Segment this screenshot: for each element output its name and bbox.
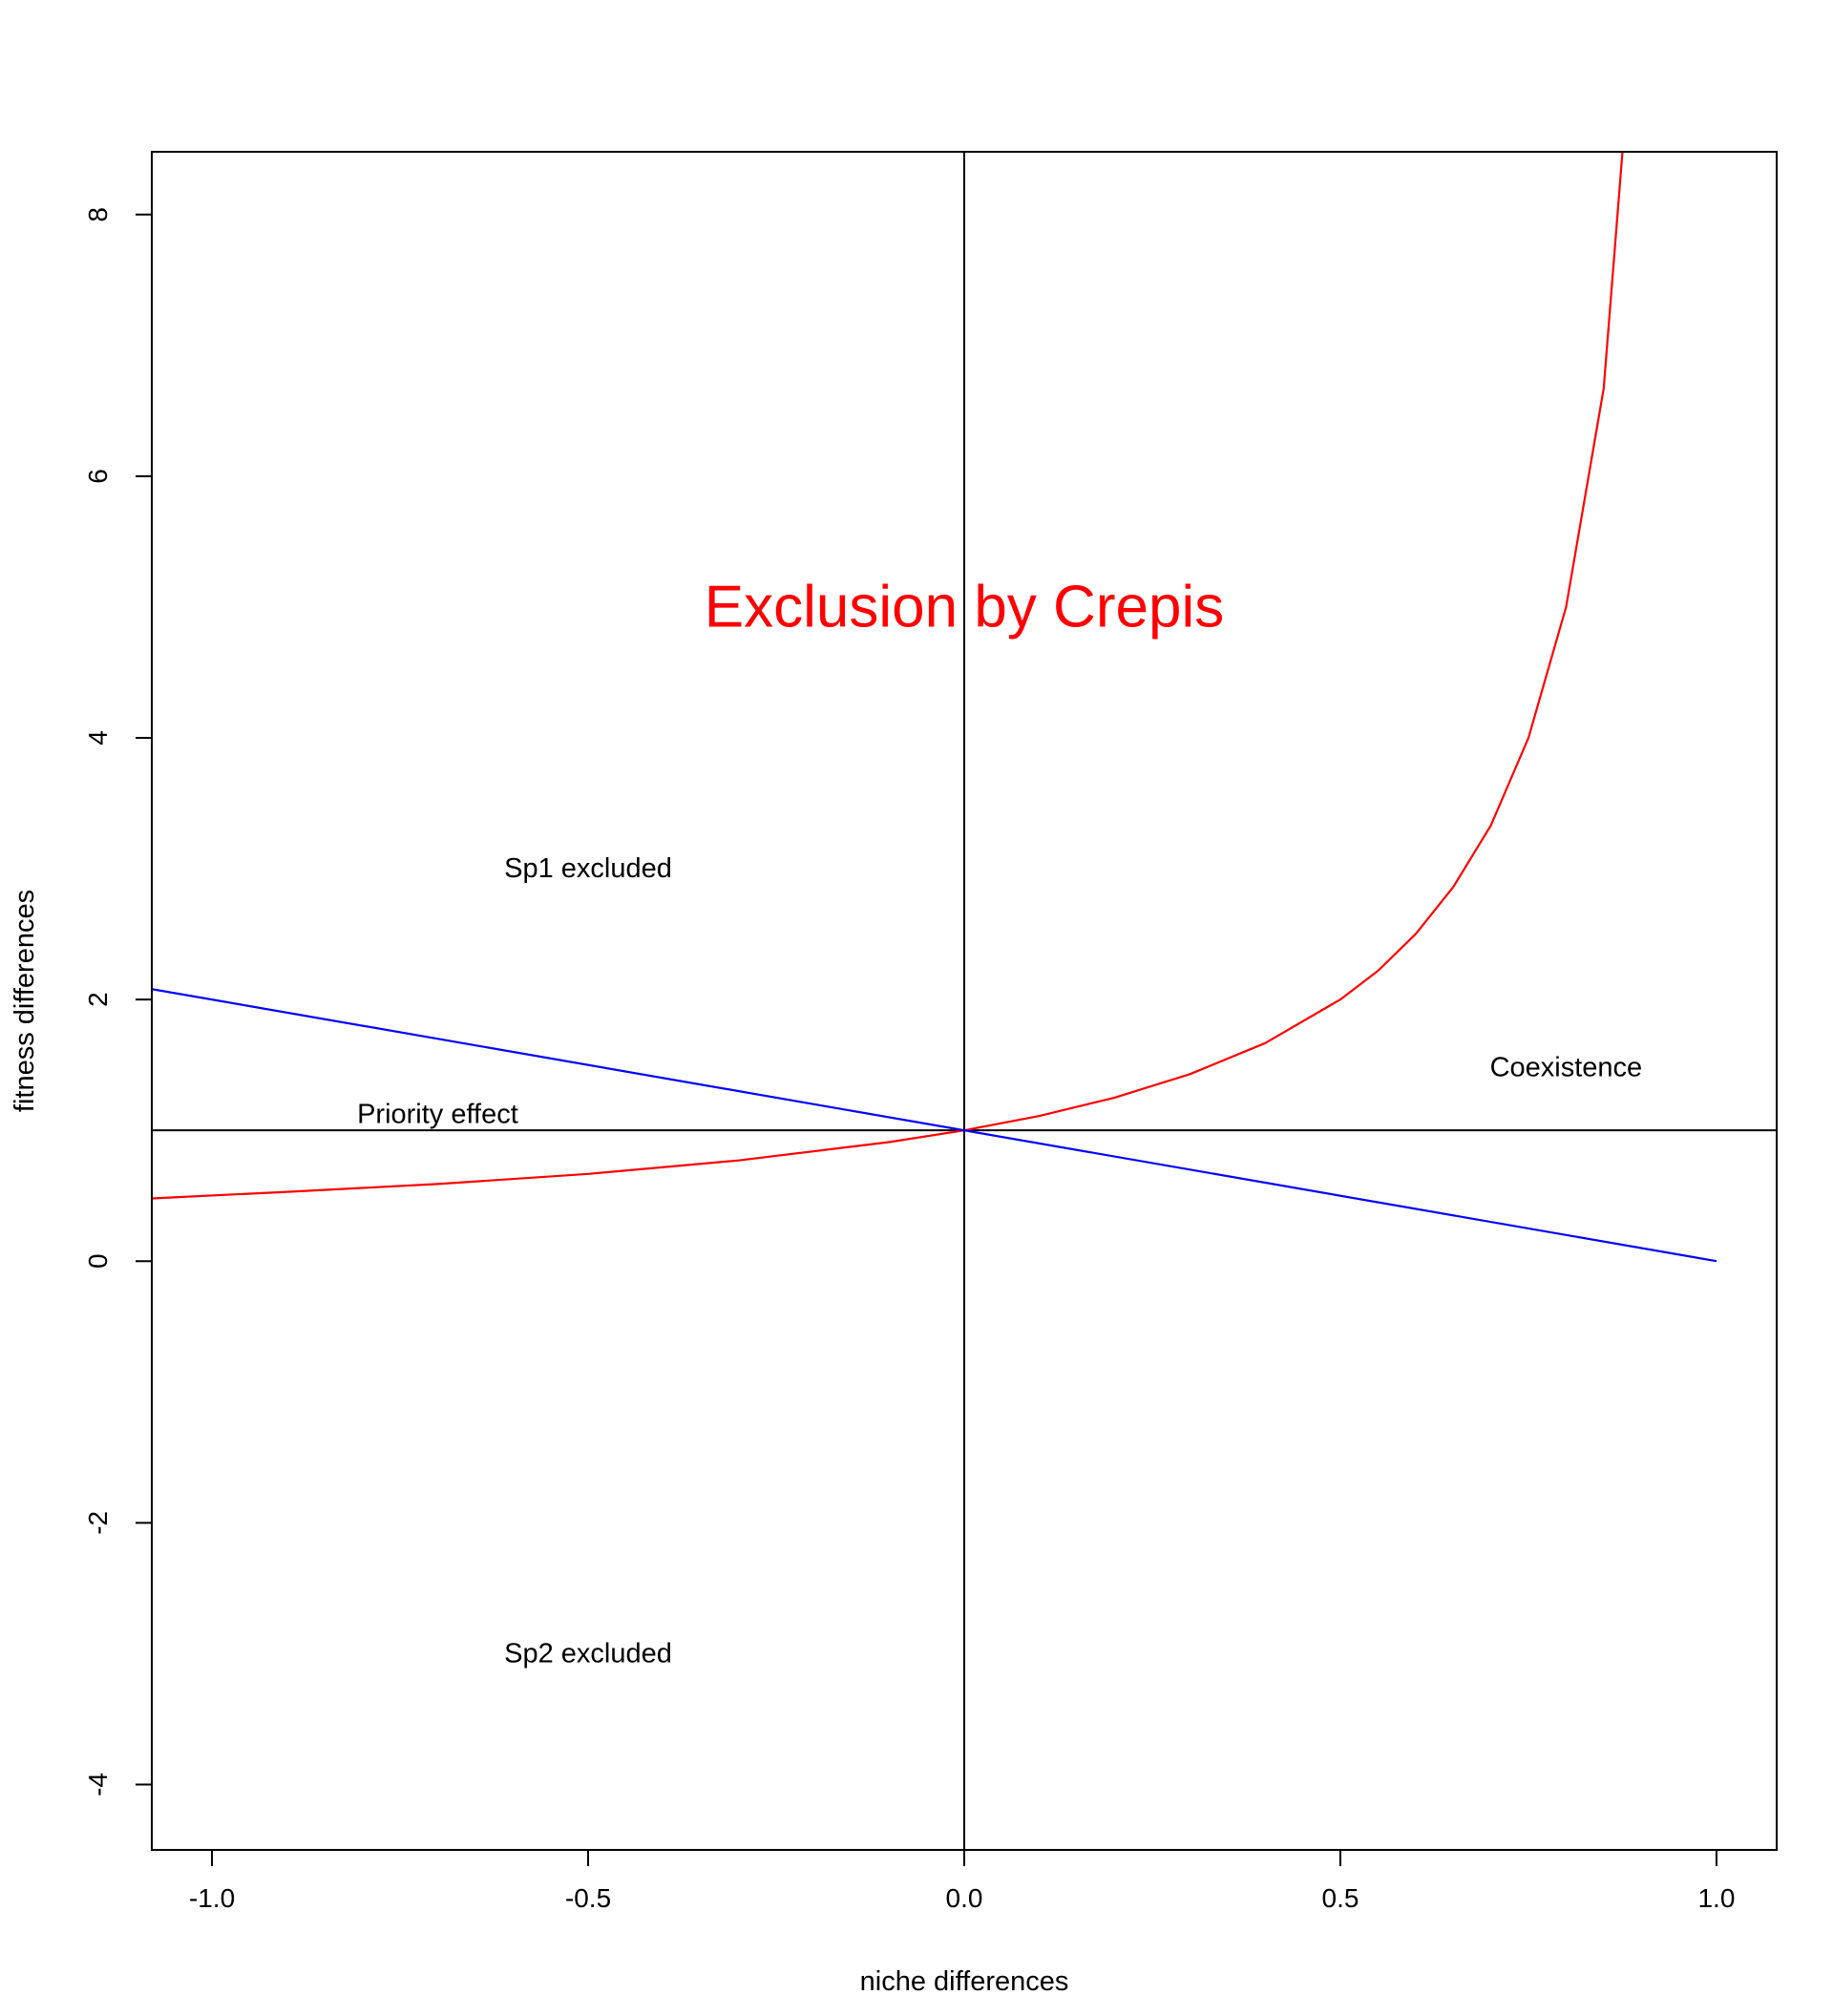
x-axis-title: niche differences [860, 1966, 1069, 1997]
series-line-2 [152, 988, 1717, 1263]
region-label: Sp2 excluded [504, 1638, 672, 1669]
series-layer [152, 152, 1717, 1263]
annotations: Exclusion by Crepis Sp1 excluded Sp2 exclu… [357, 574, 1642, 1669]
y-tick-label: 4 [83, 730, 113, 746]
x-tick-label: -1.0 [189, 1883, 235, 1913]
region-label: Coexistence [1490, 1052, 1643, 1082]
x-tick-label: 0.5 [1322, 1883, 1359, 1913]
y-tick-label: 2 [83, 992, 113, 1007]
y-axis-title: fitness differences [10, 890, 40, 1112]
region-label: Sp1 excluded [504, 853, 672, 884]
y-tick-label: 8 [83, 207, 113, 222]
series-line-1 [152, 152, 1624, 1200]
x-axis: -1.0 -0.5 0.0 0.5 1.0 [189, 1850, 1735, 1913]
main-annotation: Exclusion by Crepis [705, 574, 1224, 640]
y-axis: -4 -2 0 2 4 6 8 [83, 207, 152, 1796]
reference-lines [152, 152, 1777, 1850]
y-tick-label: 6 [83, 469, 113, 484]
y-tick-label: 0 [83, 1253, 113, 1269]
y-tick-label: -2 [83, 1511, 113, 1535]
x-tick-label: 1.0 [1697, 1883, 1735, 1913]
region-label: Priority effect [357, 1100, 518, 1130]
x-tick-label: -0.5 [565, 1883, 611, 1913]
x-tick-label: 0.0 [946, 1883, 983, 1913]
y-tick-label: -4 [83, 1773, 113, 1796]
